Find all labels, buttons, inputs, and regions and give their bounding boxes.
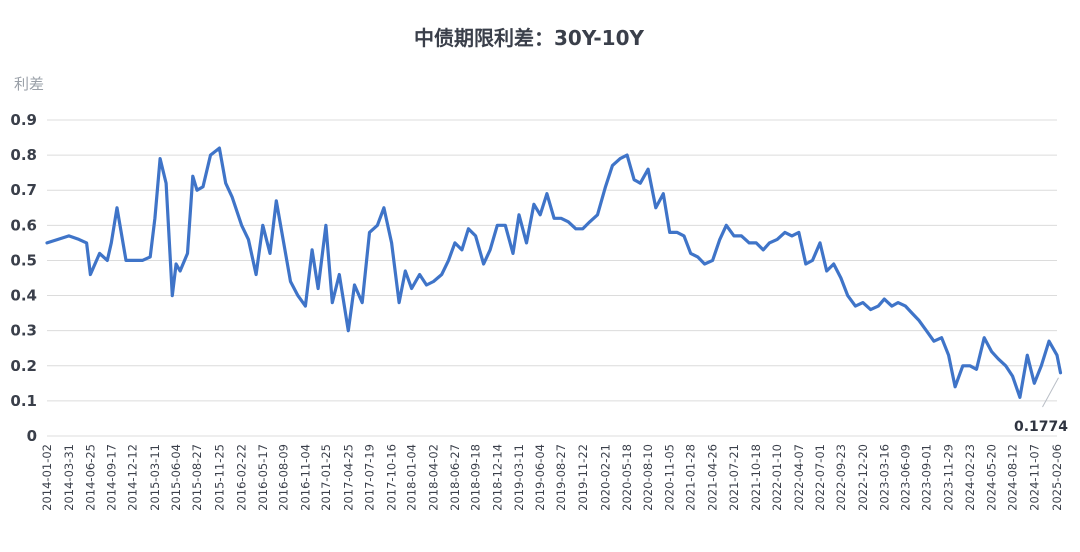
y-tick-label-3: 0.3 xyxy=(10,322,37,340)
y-tick-label-4: 0.4 xyxy=(10,287,37,305)
y-tick-label-8: 0.8 xyxy=(10,146,37,164)
annotation-group: 0.1774 xyxy=(1014,377,1068,435)
x-tick-label-27: 2020-05-18 xyxy=(620,444,634,511)
x-tick-label-39: 2023-03-16 xyxy=(877,444,891,511)
y-tick-label-1: 0.1 xyxy=(10,392,37,410)
x-tick-label-35: 2022-04-07 xyxy=(792,444,806,511)
x-tick-label-41: 2023-09-01 xyxy=(919,444,933,511)
x-tick-label-21: 2018-12-14 xyxy=(490,444,504,511)
y-tick-label-9: 0.9 xyxy=(10,111,37,129)
y-tick-label-6: 0.6 xyxy=(10,216,37,234)
x-tick-label-43: 2024-02-23 xyxy=(963,444,977,511)
x-tick-label-15: 2017-07-19 xyxy=(362,444,376,511)
x-tick-label-18: 2018-04-02 xyxy=(427,444,441,511)
x-tick-label-0: 2014-01-02 xyxy=(40,444,54,511)
x-tick-label-30: 2021-01-28 xyxy=(684,444,698,511)
x-tick-label-31: 2021-04-26 xyxy=(706,444,720,511)
x-tick-label-10: 2016-05-17 xyxy=(256,444,270,511)
x-tick-label-2: 2014-06-25 xyxy=(83,444,97,511)
y-tick-label-5: 0.5 xyxy=(10,251,37,269)
x-tick-label-22: 2019-03-11 xyxy=(512,444,526,511)
annotation-label: 0.1774 xyxy=(1014,419,1068,435)
y-tick-label-7: 0.7 xyxy=(10,181,37,199)
x-tick-label-14: 2017-04-25 xyxy=(341,444,355,511)
gridlines xyxy=(47,119,1057,437)
y-axis-label: 利差 xyxy=(14,75,44,93)
x-tick-label-17: 2018-01-04 xyxy=(405,444,419,511)
y-tick-label-0: 0 xyxy=(27,427,37,445)
x-tick-label-34: 2022-01-10 xyxy=(770,444,784,511)
chart-title: 中债期限利差：30Y-10Y xyxy=(414,26,645,50)
x-tick-label-33: 2021-10-18 xyxy=(749,444,763,511)
x-axis-ticks: 2014-01-02 2014-03-31 2014-06-25 2014-09-17… xyxy=(40,444,1064,511)
x-tick-label-40: 2023-06-09 xyxy=(898,444,912,511)
x-tick-label-8: 2015-11-25 xyxy=(212,444,226,511)
x-tick-label-28: 2020-08-10 xyxy=(641,444,655,511)
x-tick-label-25: 2019-11-22 xyxy=(576,444,590,511)
x-tick-label-37: 2022-09-23 xyxy=(834,444,848,511)
x-tick-label-38: 2022-12-20 xyxy=(856,444,870,511)
x-tick-label-6: 2015-06-04 xyxy=(169,444,183,511)
x-tick-label-19: 2018-06-27 xyxy=(448,444,462,511)
x-tick-label-47: 2025-02-06 xyxy=(1050,444,1064,511)
series-line-0 xyxy=(45,146,1063,399)
x-tick-label-44: 2024-05-20 xyxy=(985,444,999,511)
y-tick-label-2: 0.2 xyxy=(10,357,37,375)
x-tick-label-1: 2014-03-31 xyxy=(62,444,76,511)
x-tick-label-7: 2015-08-27 xyxy=(190,444,204,511)
y-axis-ticks: 0 0.1 0.2 0.3 0.4 0.5 0.6 0.7 0.8 0.9 xyxy=(10,111,37,445)
series-group xyxy=(45,146,1063,399)
x-tick-label-46: 2024-11-07 xyxy=(1027,444,1041,511)
x-tick-label-9: 2016-02-22 xyxy=(235,444,249,511)
x-tick-label-20: 2018-09-18 xyxy=(469,444,483,511)
x-tick-label-16: 2017-10-16 xyxy=(385,444,399,511)
x-tick-label-32: 2021-07-21 xyxy=(727,444,741,511)
x-tick-label-24: 2019-08-27 xyxy=(554,444,568,511)
x-tick-label-12: 2016-11-04 xyxy=(298,444,312,511)
x-tick-label-36: 2022-07-01 xyxy=(813,444,827,511)
x-tick-label-5: 2015-03-11 xyxy=(148,444,162,511)
x-tick-label-4: 2014-12-12 xyxy=(126,444,140,511)
x-tick-label-29: 2020-11-05 xyxy=(663,444,677,511)
x-tick-label-26: 2020-02-21 xyxy=(598,444,612,511)
annotation-leader-line xyxy=(1042,377,1059,408)
x-tick-label-3: 2014-09-17 xyxy=(104,444,118,511)
x-tick-label-11: 2016-08-09 xyxy=(277,444,291,511)
x-tick-label-45: 2024-08-12 xyxy=(1006,444,1020,511)
x-tick-label-13: 2017-01-25 xyxy=(319,444,333,511)
x-tick-label-42: 2023-11-29 xyxy=(942,444,956,511)
x-tick-label-23: 2019-06-04 xyxy=(533,444,547,511)
